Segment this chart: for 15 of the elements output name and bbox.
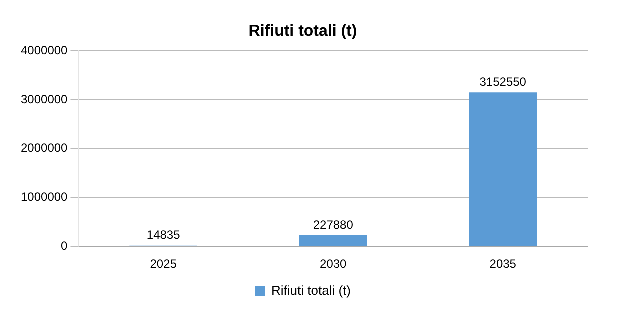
data-label: 227880 <box>313 218 354 232</box>
y-tick-label: 4000000 <box>21 44 68 58</box>
bar <box>299 235 368 246</box>
bar <box>469 92 538 246</box>
y-tick-label: 0 <box>61 238 68 253</box>
x-tick-label: 2030 <box>320 257 348 272</box>
chart-title: Rifiuti totali (t) <box>248 23 358 40</box>
x-tick-label: 2025 <box>150 257 178 272</box>
y-tick-label: 1000000 <box>21 190 68 204</box>
y-tick-label: 2000000 <box>21 141 68 156</box>
data-label: 14835 <box>146 228 181 242</box>
legend-label: Rifiuti totali (t) <box>272 283 351 298</box>
data-label: 3152550 <box>480 74 527 89</box>
x-tick-label: 2035 <box>490 257 517 272</box>
y-tick-label: 3000000 <box>21 92 68 106</box>
